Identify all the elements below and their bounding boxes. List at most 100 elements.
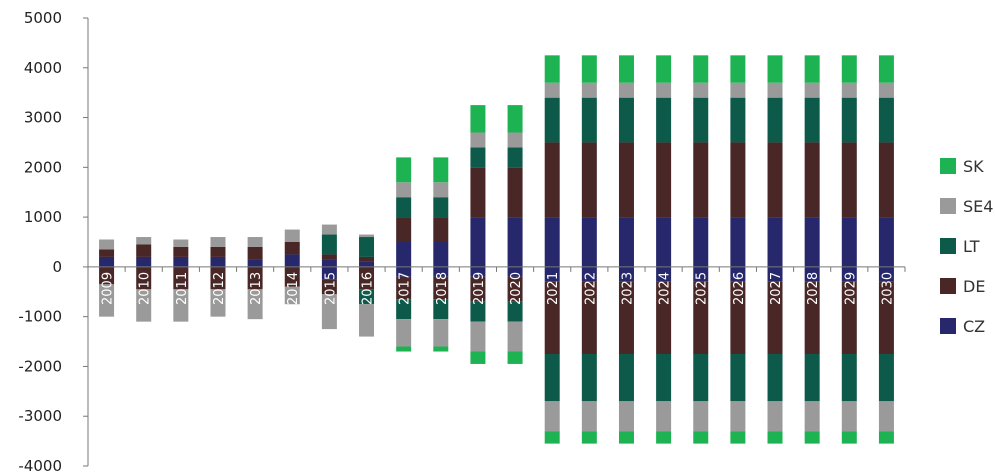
bar-segment-cz-pos bbox=[396, 242, 412, 267]
bar-segment-se4-neg bbox=[878, 401, 894, 432]
bar-segment-sk-neg bbox=[693, 431, 709, 444]
bar-segment-sk-neg bbox=[656, 431, 672, 444]
bar-segment-de-pos bbox=[433, 217, 449, 242]
bar-segment-lt-pos bbox=[359, 237, 375, 257]
bar-segment-cz-neg bbox=[767, 266, 783, 282]
x-category-label: 2023 bbox=[620, 272, 635, 305]
bar-segment-lt-neg bbox=[396, 299, 412, 320]
bar-segment-de-neg bbox=[359, 266, 375, 290]
bar-segment-se4-neg bbox=[396, 319, 412, 347]
bar-segment-cz-neg bbox=[618, 266, 634, 282]
x-category-label: 2015 bbox=[323, 272, 338, 305]
bar-segment-se4-pos bbox=[656, 82, 672, 98]
bar-segment-sk-pos bbox=[396, 157, 412, 183]
bar-segment-cz-pos bbox=[433, 242, 449, 267]
bar-segment-sk-pos bbox=[618, 55, 634, 83]
bar-segment-de-pos bbox=[136, 244, 152, 257]
bar-segment-de-neg bbox=[656, 281, 672, 354]
bar-segment-de-neg bbox=[321, 279, 337, 295]
bar-segment-se4-neg bbox=[656, 401, 672, 432]
bar-segment-se4-pos bbox=[321, 224, 337, 235]
bar-segment-se4-pos bbox=[433, 182, 449, 198]
bar-segment-de-neg bbox=[730, 281, 746, 354]
bar-segment-cz-pos bbox=[321, 259, 337, 267]
legend-item-cz: CZ bbox=[940, 306, 995, 346]
bar-segment-se4-pos bbox=[804, 82, 820, 98]
bar-segment-de-pos bbox=[656, 142, 672, 218]
bar-segment-sk-pos bbox=[804, 55, 820, 83]
bar-segment-cz-neg bbox=[581, 266, 597, 282]
bar-segment-lt-neg bbox=[581, 354, 597, 402]
bar-segment-cz-pos bbox=[359, 261, 375, 267]
bar-segment-de-neg bbox=[284, 266, 300, 287]
bar-segment-de-pos bbox=[247, 246, 263, 260]
y-tick-label: -2000 bbox=[18, 357, 62, 375]
bar-segment-cz-neg bbox=[321, 266, 337, 280]
bar-segment-de-pos bbox=[470, 167, 486, 218]
bar-segment-sk-pos bbox=[656, 55, 672, 83]
bar-segment-de-pos bbox=[321, 254, 337, 260]
bar-segment-de-pos bbox=[841, 142, 857, 218]
bar-segment-de-pos bbox=[359, 256, 375, 262]
bar-segment-de-neg bbox=[99, 266, 115, 285]
legend-item-se4: SE4 bbox=[940, 186, 995, 226]
bar-segment-lt-neg bbox=[618, 354, 634, 402]
bar-segment-lt-pos bbox=[581, 97, 597, 143]
bar-segment-de-pos bbox=[284, 242, 300, 255]
bar-segment-se4-pos bbox=[730, 82, 746, 98]
x-category-label: 2021 bbox=[546, 272, 561, 305]
bar-segment-se4-pos bbox=[618, 82, 634, 98]
bar-segment-lt-pos bbox=[878, 97, 894, 143]
bar-segment-cz-pos bbox=[544, 217, 560, 267]
y-tick-label: 2000 bbox=[24, 158, 62, 176]
x-category-label: 2009 bbox=[101, 272, 116, 305]
bar-segment-sk-neg bbox=[730, 431, 746, 444]
x-category-label: 2012 bbox=[212, 272, 227, 305]
bar-segment-se4-pos bbox=[284, 229, 300, 242]
bar-segment-se4-pos bbox=[210, 237, 226, 247]
bar-segment-se4-pos bbox=[693, 82, 709, 98]
bar-segment-lt-pos bbox=[804, 97, 820, 143]
legend-item-sk: SK bbox=[940, 146, 995, 186]
y-tick-label: -1000 bbox=[18, 308, 62, 326]
bar-segment-sk-neg bbox=[507, 351, 523, 364]
bar-segment-cz-pos bbox=[284, 254, 300, 267]
bar-segment-lt-pos bbox=[507, 147, 523, 168]
bar-segment-cz-neg bbox=[433, 266, 449, 277]
legend-swatch-de bbox=[940, 278, 956, 294]
y-tick-label: 5000 bbox=[24, 9, 62, 27]
bar-segment-de-neg bbox=[841, 281, 857, 354]
y-tick-label: 3000 bbox=[24, 109, 62, 127]
bar-segment-sk-neg bbox=[470, 351, 486, 364]
bar-segment-lt-pos bbox=[396, 197, 412, 218]
x-category-label: 2025 bbox=[695, 272, 710, 305]
x-category-label: 2020 bbox=[509, 272, 524, 305]
bar-segment-se4-pos bbox=[396, 182, 412, 198]
x-category-label: 2011 bbox=[175, 272, 190, 305]
bar-segment-sk-pos bbox=[433, 157, 449, 183]
x-category-label: 2027 bbox=[769, 272, 784, 305]
bar-segment-lt-neg bbox=[359, 289, 375, 305]
bar-segment-se4-neg bbox=[581, 401, 597, 432]
legend-swatch-cz bbox=[940, 318, 956, 334]
bar-segment-de-pos bbox=[878, 142, 894, 218]
bar-segment-se4-neg bbox=[173, 289, 189, 322]
bar-segment-sk-pos bbox=[767, 55, 783, 83]
bar-segment-de-pos bbox=[173, 246, 189, 257]
x-category-label: 2014 bbox=[286, 272, 301, 305]
bar-segment-sk-pos bbox=[581, 55, 597, 83]
bar-segment-de-neg bbox=[247, 266, 263, 290]
x-axis-ticks bbox=[87, 266, 906, 272]
bar-segment-cz-pos bbox=[507, 217, 523, 267]
bar-segment-se4-neg bbox=[507, 321, 523, 352]
bar-segment-de-neg bbox=[507, 276, 523, 302]
bar-segment-lt-pos bbox=[544, 97, 560, 143]
bar-segment-se4-pos bbox=[507, 132, 523, 148]
bar-segment-cz-neg bbox=[878, 266, 894, 282]
legend-label-de: DE bbox=[963, 276, 986, 296]
bar-segment-se4-neg bbox=[470, 321, 486, 352]
bar-segment-se4-neg bbox=[767, 401, 783, 432]
bar-segment-lt-pos bbox=[693, 97, 709, 143]
bar-segment-lt-neg bbox=[507, 301, 523, 322]
bar-segment-lt-pos bbox=[841, 97, 857, 143]
